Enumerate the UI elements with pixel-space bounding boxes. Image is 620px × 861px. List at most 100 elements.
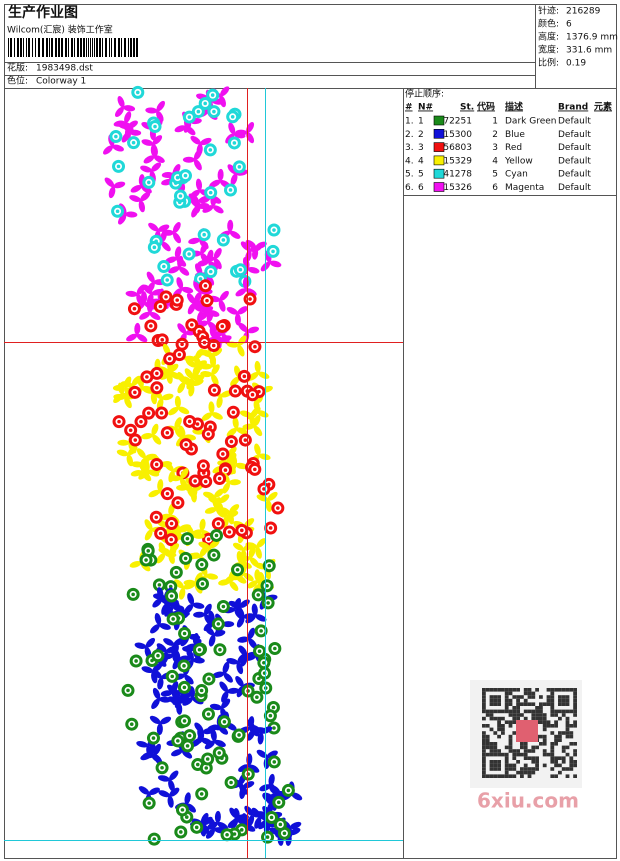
petal — [183, 582, 195, 590]
petal — [138, 200, 146, 213]
petal — [184, 792, 191, 805]
flower-center — [272, 228, 276, 232]
qr-module — [561, 756, 566, 760]
petal — [154, 612, 162, 625]
qr-module — [512, 720, 517, 724]
petal — [222, 482, 230, 494]
qr-module — [550, 702, 555, 706]
flower-center — [266, 601, 270, 605]
flower-center — [225, 832, 229, 837]
petal — [178, 695, 190, 704]
qr-module — [573, 724, 577, 728]
petal — [206, 573, 218, 580]
flower-center — [218, 647, 222, 652]
qr-module — [531, 749, 536, 753]
petal — [173, 599, 180, 612]
petal — [248, 764, 260, 773]
qr-module — [482, 716, 486, 721]
qr-module — [482, 742, 486, 746]
qr-module — [482, 734, 486, 739]
leaf — [259, 773, 281, 795]
qr-module — [546, 695, 551, 699]
petal — [212, 205, 224, 214]
qr-module — [516, 698, 520, 703]
qr-module — [520, 770, 524, 775]
petal — [166, 371, 173, 384]
qr-module — [493, 702, 498, 706]
qr-module — [569, 688, 574, 692]
info: 针迹: 216289 颜色: 6 高度: 1376.9 mm 宽度: 331.6 mm 比例: 0… — [538, 5, 618, 69]
flower-center — [146, 549, 151, 553]
flower-center — [276, 800, 281, 805]
qr-module — [561, 760, 566, 764]
color-swatch — [433, 155, 445, 166]
qr-module — [558, 698, 562, 703]
qr-module — [573, 742, 577, 746]
petal — [244, 518, 255, 528]
petal — [143, 284, 153, 295]
flower-center — [208, 148, 213, 152]
petal — [176, 436, 185, 447]
flower-center — [228, 188, 233, 192]
qr-module — [527, 688, 532, 692]
petal — [103, 145, 113, 155]
qr-module — [489, 688, 494, 692]
qr-module — [489, 742, 494, 746]
row-needle: 6 — [418, 183, 424, 193]
qr-module — [485, 734, 490, 739]
qr-module — [482, 709, 486, 714]
flower-center — [212, 388, 217, 392]
qr-module — [493, 767, 498, 771]
bar — [23, 38, 24, 57]
flower-center — [257, 649, 262, 654]
qr-module — [508, 774, 513, 778]
flower-center — [158, 531, 163, 536]
info-label: 比例: — [538, 57, 559, 69]
qr-module — [542, 749, 547, 753]
petal — [113, 393, 126, 400]
qr-module — [523, 702, 528, 706]
petal — [104, 177, 115, 188]
flower-center — [149, 324, 153, 328]
leaf — [157, 770, 179, 792]
petal — [202, 205, 214, 213]
leaf — [184, 593, 205, 614]
qr-module — [512, 709, 517, 714]
qr-module — [558, 688, 562, 692]
qr-module — [512, 713, 517, 717]
qr-module — [561, 695, 566, 699]
petal — [221, 691, 229, 703]
flower-center — [243, 438, 248, 442]
qr-module — [520, 702, 524, 706]
petal — [113, 181, 126, 189]
bar — [128, 38, 129, 57]
flower-center — [114, 134, 118, 139]
petal — [206, 249, 214, 262]
leaf — [151, 687, 171, 710]
petal — [168, 552, 175, 564]
column-header: 元素 — [594, 101, 612, 113]
qr-module — [573, 688, 577, 692]
petal — [247, 410, 258, 420]
petal — [177, 382, 186, 394]
petal — [234, 313, 241, 326]
petal — [143, 155, 155, 164]
qr-module — [569, 760, 574, 764]
petal — [289, 821, 302, 830]
column-header: N# — [418, 103, 433, 113]
qr-module — [573, 709, 577, 714]
flower-center — [246, 689, 250, 693]
petal — [207, 351, 217, 363]
petal — [219, 290, 229, 301]
petal — [149, 715, 161, 725]
qr-module — [504, 760, 509, 764]
qr-module — [527, 702, 532, 706]
stop-title: 停止顺序: — [405, 88, 444, 100]
design-label: 花版: — [7, 62, 28, 74]
flower-center — [282, 831, 287, 836]
petal — [129, 195, 141, 202]
qr-module — [558, 716, 562, 721]
qr-module — [516, 770, 520, 775]
flower-center — [146, 411, 151, 415]
petal — [176, 257, 187, 267]
